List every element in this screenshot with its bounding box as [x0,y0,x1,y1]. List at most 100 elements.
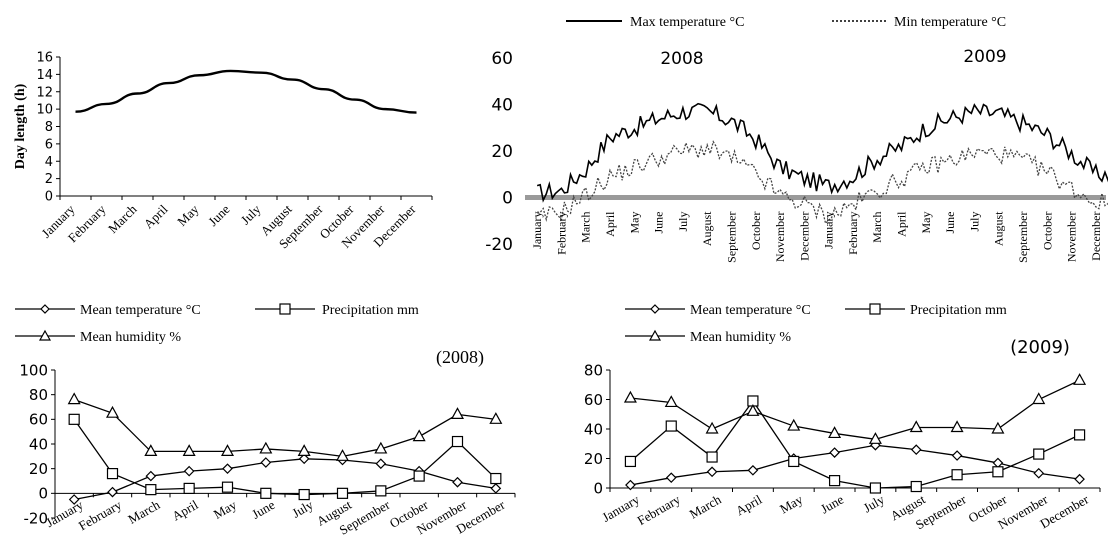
mean-temperature-point [706,466,718,478]
legend-min-label: Min temperature °C [894,15,1006,30]
mean-temperature-point [747,464,759,476]
mean-temperature-point [665,472,677,484]
legend-mean-temp-marker [40,304,50,314]
legend-mean-temp-marker [650,304,660,314]
x-tick-label: March [105,201,140,236]
x-tick-label: June [205,201,233,229]
humidity-point [489,412,503,424]
x-tick-label: September [1016,212,1030,263]
humidity-point [335,449,350,461]
humidity-point [220,444,235,456]
mean-temperature-point [1033,467,1045,479]
triangle-series-line [73,398,496,457]
x-tick-label: July [289,497,316,521]
humidity-point [297,444,311,456]
x-tick-label: April [733,491,765,518]
diamond-series-line [630,444,1080,486]
x-tick-label: January [599,491,642,524]
humidity-point [705,421,719,434]
x-tick-label: October [749,212,763,251]
legend-precip-marker [279,303,291,315]
precipitation-point [68,413,80,425]
humidity-point [909,420,923,433]
x-tick-label: July [967,212,981,232]
y-tick-label: 60 [584,391,603,409]
legend-precip-label: Precipitation mm [910,303,1007,318]
humidity-point [412,429,426,442]
square-series-line [73,418,497,496]
precipitation-point [260,487,272,499]
humidity-point [1073,373,1087,385]
legend-humidity-label: Mean humidity % [80,330,181,345]
humidity-point [991,421,1005,434]
mean-temperature-point [829,447,840,458]
x-tick-label: April [141,201,171,231]
humidity-point [450,407,465,419]
x-tick-label: April [169,497,201,524]
precipitation-point [869,482,882,494]
humidity-point [182,444,196,456]
x-tick-label: March [687,491,724,521]
y-tick-label: -20 [24,509,49,527]
climate-2008-legend: Mean temperature °C Precipitation mm Mea… [15,303,419,345]
y-tick-label: 0 [38,485,48,503]
mean-temperature-point [910,444,922,455]
mean-temperature-point [1074,473,1085,485]
mean-temperature-point [145,470,157,482]
x-tick-label: December [797,212,811,261]
humidity-point [828,426,842,439]
legend-humidity-marker [38,329,52,341]
precipitation-point [1033,448,1045,460]
mean-temperature-point [951,450,963,461]
humidity-point [950,420,964,433]
x-tick-label: July [238,201,264,227]
y-tick-label: 60 [29,411,48,429]
x-tick-label: August [700,211,714,246]
x-tick-label: April [895,211,909,237]
precipitation-point [706,451,718,463]
chart-title-2008: (2008) [436,347,484,368]
x-tick-label: November [773,212,787,263]
x-tick-label: February [635,491,684,528]
precipitation-point [413,470,425,482]
chart-title-2009: (2009) [1010,337,1070,358]
triangle-series-line [630,379,1080,440]
square-series-line [629,399,1080,489]
precipitation-point [951,469,963,481]
y-tick-label: 0 [593,479,603,497]
x-tick-label: February [76,497,125,534]
x-tick-label: July [676,212,690,232]
mean-temperature-point [68,494,80,505]
x-tick-label: August [992,211,1006,246]
precipitation-point [145,484,157,496]
x-tick-label: May [211,497,240,522]
humidity-point [1032,392,1046,405]
max-temperature-line [536,102,1108,203]
mean-temperature-point [183,465,195,477]
y-tick-label: 80 [584,361,603,379]
x-tick-label: May [919,212,933,234]
mean-temperature-point [490,483,502,494]
x-tick-label: June [818,492,846,517]
x-tick-label: November [1065,212,1079,263]
x-tick-label: February [554,212,568,255]
precipitation-point [665,420,677,432]
precipitation-point [992,466,1004,478]
humidity-point [868,432,882,444]
y-tick-label: 6 [45,137,53,152]
x-tick-label: March [125,497,162,527]
x-tick-label: February [846,212,860,255]
mean-temperature-point [222,463,233,475]
y-tick-label: 100 [19,361,48,379]
mean-temperature-point [375,458,387,470]
x-tick-label: May [174,201,202,229]
precipitation-point [375,485,387,497]
humidity-point [746,404,760,416]
mean-temperature-point [298,453,310,465]
x-tick-label: December [1089,212,1103,261]
x-tick-label: April [603,211,617,237]
precipitation-point [490,472,502,485]
